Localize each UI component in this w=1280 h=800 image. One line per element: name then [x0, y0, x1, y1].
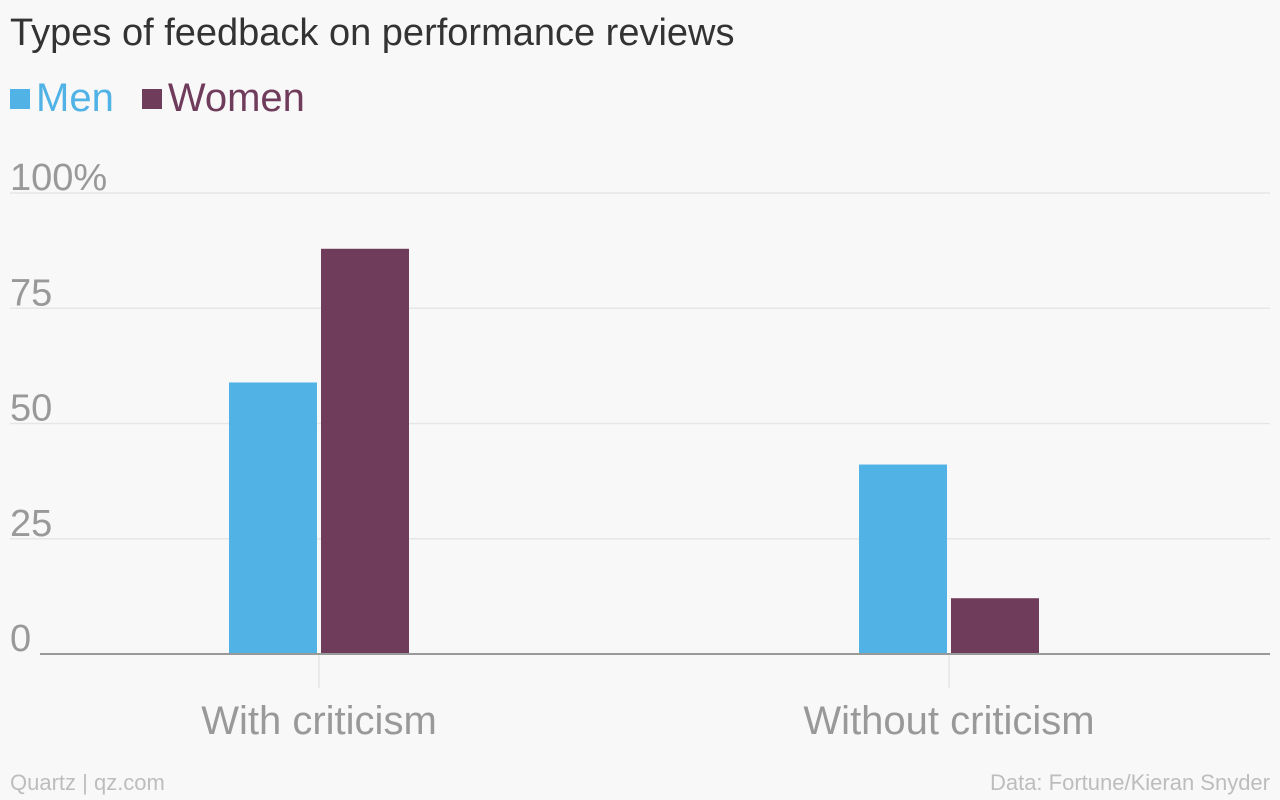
bar-men-1	[859, 464, 947, 654]
y-tick-label: 50	[10, 388, 52, 430]
bar-women-0	[321, 248, 409, 654]
footer-source-left: Quartz | qz.com	[10, 770, 165, 795]
legend-swatch-women	[141, 88, 162, 109]
x-tick-label: Without criticism	[803, 699, 1094, 743]
legend-label-women: Women	[167, 76, 305, 120]
bar-women-1	[951, 598, 1039, 654]
x-tick-label: With criticism	[201, 699, 437, 743]
bar-men-0	[229, 382, 317, 654]
legend-item-men: Men	[10, 76, 114, 121]
legend: Men Women	[10, 76, 333, 121]
y-tick-label: 25	[10, 503, 52, 545]
legend-item-women: Women	[141, 76, 305, 121]
y-tick-label: 100%	[10, 157, 107, 199]
legend-label-men: Men	[36, 76, 114, 120]
footer-source-right: Data: Fortune/Kieran Snyder	[989, 770, 1270, 795]
y-tick-label: 0	[10, 618, 31, 660]
y-tick-label: 75	[10, 272, 52, 314]
chart-title: Types of feedback on performance reviews	[10, 12, 735, 54]
legend-swatch-men	[10, 88, 30, 109]
